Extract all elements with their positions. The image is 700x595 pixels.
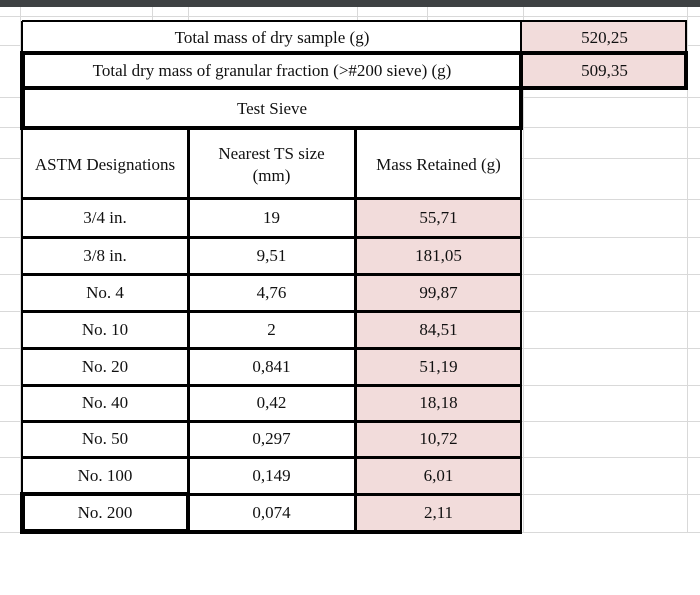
cell-ts-2[interactable]: 4,76 xyxy=(188,274,355,311)
cell-mass-4[interactable]: 51,19 xyxy=(355,348,522,385)
cell-astm-2[interactable]: No. 4 xyxy=(22,274,188,311)
table-border xyxy=(22,310,522,313)
table-border xyxy=(22,347,522,350)
table-border xyxy=(22,197,522,200)
table-border xyxy=(20,51,25,130)
table-border xyxy=(22,384,522,387)
header-nearest-ts-size[interactable]: Nearest TS size (mm) xyxy=(188,130,355,199)
table-border xyxy=(519,51,523,130)
table-border xyxy=(684,51,688,90)
header-astm-designations[interactable]: ASTM Designations xyxy=(22,130,188,199)
cell-mass-1[interactable]: 181,05 xyxy=(355,237,522,274)
cell-mass-3[interactable]: 84,51 xyxy=(355,311,522,348)
table-border xyxy=(22,456,522,459)
cell-ts-0[interactable]: 19 xyxy=(188,199,355,237)
cell-mass-7[interactable]: 6,01 xyxy=(355,457,522,494)
cell-mass-5[interactable]: 18,18 xyxy=(355,385,522,421)
cell-ts-1[interactable]: 9,51 xyxy=(188,237,355,274)
table-border xyxy=(20,492,190,496)
cell-total-dry-sample-value[interactable]: 520,25 xyxy=(522,21,687,54)
cell-astm-5[interactable]: No. 40 xyxy=(22,385,188,421)
table-border xyxy=(519,21,522,531)
cell-granular-fraction-value[interactable]: 509,35 xyxy=(522,52,687,90)
top-dark-bar xyxy=(0,0,700,7)
table-border xyxy=(22,493,522,496)
table-border xyxy=(187,130,190,531)
cell-ts-3[interactable]: 2 xyxy=(188,311,355,348)
table-border xyxy=(22,273,522,276)
cell-mass-8[interactable]: 2,11 xyxy=(355,494,522,531)
cell-total-dry-sample-label[interactable]: Total mass of dry sample (g) xyxy=(22,21,522,54)
table-border xyxy=(22,420,522,423)
cell-mass-0[interactable]: 55,71 xyxy=(355,199,522,237)
header-mass-retained[interactable]: Mass Retained (g) xyxy=(355,130,522,199)
cell-astm-7[interactable]: No. 100 xyxy=(22,457,188,494)
table-border xyxy=(20,126,522,130)
table-border xyxy=(20,86,687,90)
table-border xyxy=(188,530,522,534)
cell-astm-0[interactable]: 3/4 in. xyxy=(22,199,188,237)
table-border xyxy=(20,492,25,534)
cell-astm-3[interactable]: No. 10 xyxy=(22,311,188,348)
grid-line xyxy=(523,7,524,533)
cell-astm-8[interactable]: No. 200 xyxy=(22,494,188,531)
header-nearest-ts-size-line2: (mm) xyxy=(252,165,291,185)
cell-mass-6[interactable]: 10,72 xyxy=(355,421,522,457)
grid-line xyxy=(687,7,688,533)
table-border xyxy=(186,492,190,534)
grid-line xyxy=(20,7,21,533)
cell-mass-2[interactable]: 99,87 xyxy=(355,274,522,311)
cell-granular-fraction-label[interactable]: Total dry mass of granular fraction (>#2… xyxy=(22,52,522,90)
table-border xyxy=(20,51,687,55)
cell-astm-1[interactable]: 3/8 in. xyxy=(22,237,188,274)
grid-line xyxy=(0,16,700,17)
cell-test-sieve-title[interactable]: Test Sieve xyxy=(22,88,522,130)
header-nearest-ts-size-line1: Nearest TS size xyxy=(218,144,325,164)
table-border xyxy=(22,236,522,239)
cell-ts-8[interactable]: 0,074 xyxy=(188,494,355,531)
cell-ts-6[interactable]: 0,297 xyxy=(188,421,355,457)
table-border xyxy=(22,20,687,22)
cell-ts-7[interactable]: 0,149 xyxy=(188,457,355,494)
table-border xyxy=(354,130,357,531)
cell-astm-6[interactable]: No. 50 xyxy=(22,421,188,457)
table-border xyxy=(685,21,687,52)
cell-ts-4[interactable]: 0,841 xyxy=(188,348,355,385)
table-border xyxy=(20,529,190,534)
cell-ts-5[interactable]: 0,42 xyxy=(188,385,355,421)
cell-astm-4[interactable]: No. 20 xyxy=(22,348,188,385)
table-border xyxy=(21,21,23,531)
